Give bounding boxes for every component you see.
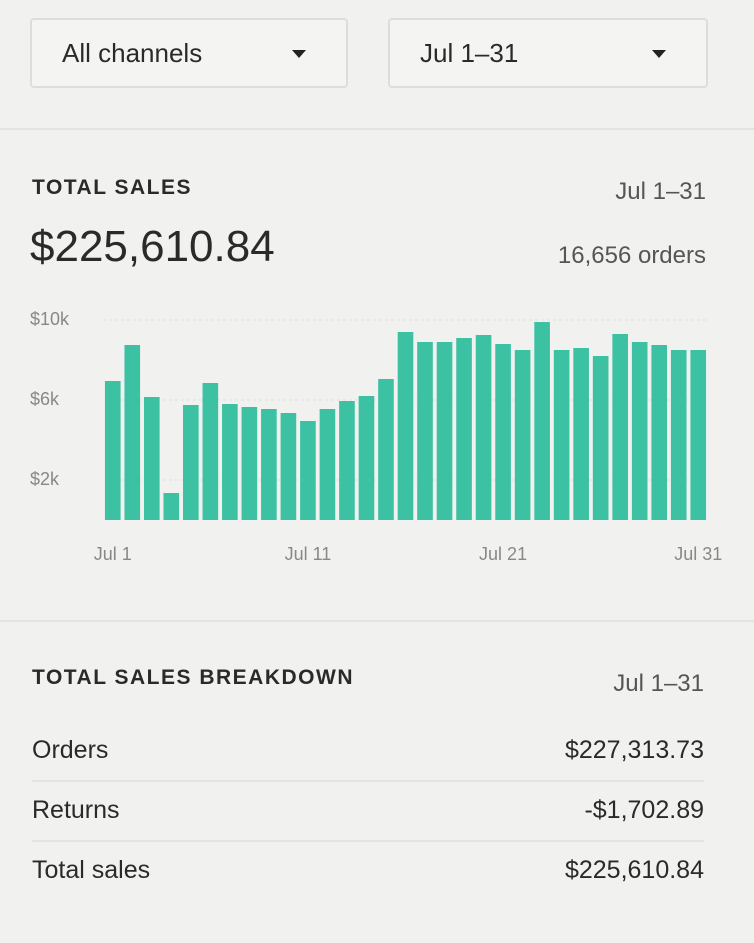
bar bbox=[553, 350, 570, 520]
bar bbox=[631, 342, 648, 520]
bar bbox=[475, 335, 492, 520]
bar bbox=[651, 345, 668, 520]
x-tick-label: Jul 11 bbox=[285, 544, 332, 564]
bar bbox=[280, 413, 297, 520]
bar bbox=[690, 350, 707, 520]
bar bbox=[534, 322, 550, 520]
breakdown-row: Returns -$1,702.89 bbox=[32, 796, 704, 825]
channel-dropdown[interactable]: All channels bbox=[30, 18, 348, 88]
bar bbox=[436, 342, 453, 520]
row-label: Total sales bbox=[32, 856, 151, 884]
y-tick-label: $2k bbox=[30, 469, 60, 489]
x-tick-label: Jul 21 bbox=[479, 544, 527, 564]
section-title: TOTAL SALES bbox=[32, 176, 193, 199]
bar bbox=[417, 342, 433, 520]
bar bbox=[241, 407, 258, 520]
order-count: 16,656 orders bbox=[557, 242, 706, 269]
chart: $2k $6k $10k Jul 1 Jul 11 Jul 21 Jul 31 bbox=[30, 309, 722, 564]
channel-label: All channels bbox=[62, 38, 203, 68]
x-tick-label: Jul 31 bbox=[674, 544, 722, 564]
x-tick-label: Jul 1 bbox=[94, 544, 132, 564]
bar bbox=[612, 334, 628, 520]
bar bbox=[495, 344, 511, 520]
bar bbox=[300, 421, 316, 520]
bar bbox=[573, 348, 589, 520]
date-label: Jul 1–31 bbox=[420, 38, 519, 68]
bar bbox=[378, 379, 394, 520]
section-title: TOTAL SALES BREAKDOWN bbox=[32, 666, 355, 689]
total-sales: $225,610.84 bbox=[30, 222, 275, 271]
row-label: Returns bbox=[32, 796, 120, 824]
row-amount: $225,610.84 bbox=[564, 856, 704, 884]
bar bbox=[319, 409, 336, 520]
bar bbox=[339, 401, 355, 520]
date-dropdown[interactable]: Jul 1–31 bbox=[388, 18, 708, 88]
bar bbox=[183, 405, 199, 520]
row-amount: -$1,702.89 bbox=[584, 796, 704, 824]
bar bbox=[202, 383, 219, 520]
y-tick-label: $6k bbox=[30, 389, 60, 409]
row-divider bbox=[32, 780, 704, 782]
bar bbox=[104, 381, 121, 520]
bar bbox=[670, 350, 687, 520]
bar bbox=[163, 493, 180, 520]
period: Jul 1–31 bbox=[615, 178, 706, 205]
bar bbox=[358, 396, 375, 520]
row-divider bbox=[32, 840, 704, 842]
bar bbox=[222, 404, 238, 520]
bar bbox=[143, 397, 160, 520]
bar bbox=[456, 338, 472, 520]
row-amount: $227,313.73 bbox=[564, 736, 704, 764]
divider bbox=[0, 620, 754, 622]
bar bbox=[261, 409, 277, 520]
bar bbox=[592, 356, 609, 520]
row-label: Orders bbox=[32, 736, 109, 764]
period: Jul 1–31 bbox=[613, 670, 704, 697]
bar bbox=[397, 332, 414, 520]
breakdown-row: Total sales $225,610.84 bbox=[32, 856, 704, 885]
bar bbox=[514, 350, 531, 520]
y-tick-label: $10k bbox=[30, 309, 70, 329]
bar bbox=[124, 345, 141, 520]
breakdown-row: Orders $227,313.73 bbox=[32, 736, 704, 765]
divider bbox=[0, 128, 754, 130]
